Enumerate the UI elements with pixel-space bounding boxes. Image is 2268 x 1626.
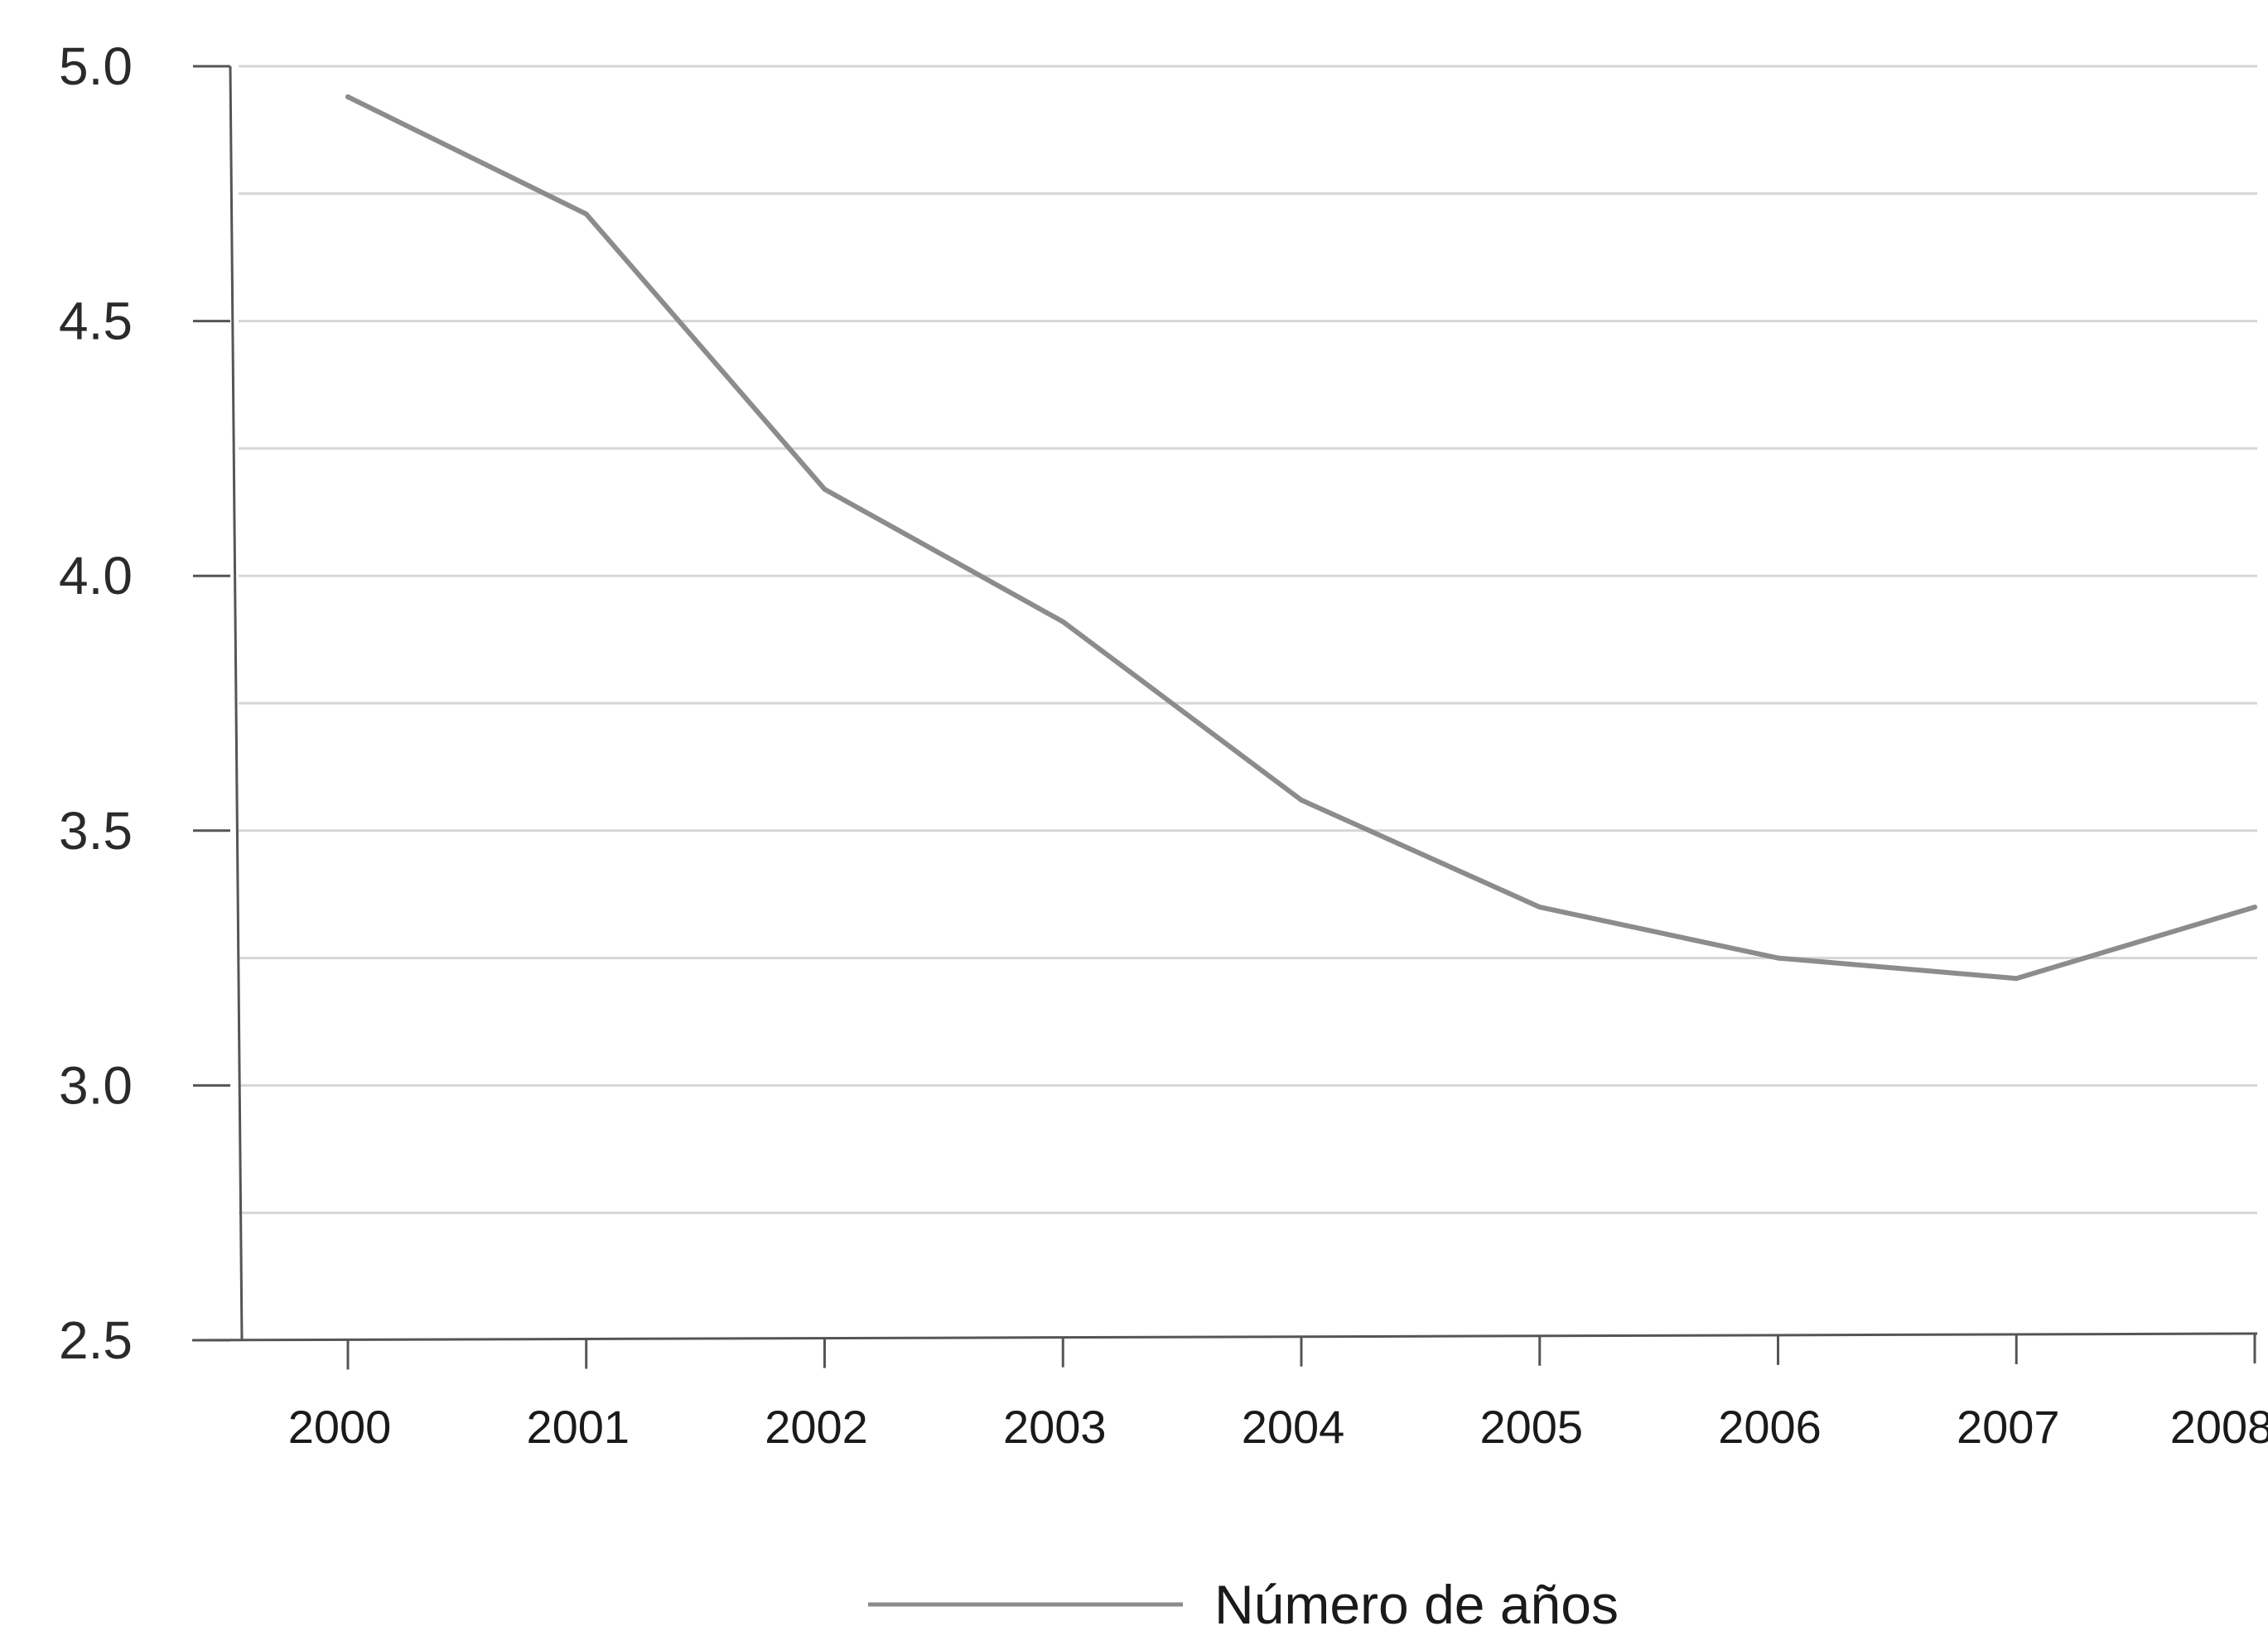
y-tick-label: 4.5 [59, 292, 133, 351]
x-tick-label: 2004 [1242, 1401, 1345, 1453]
gridlines [239, 65, 2257, 1214]
x-tick-label: 2005 [1479, 1401, 1583, 1453]
y-axis-line [229, 65, 244, 1341]
x-tick-label: 2003 [1003, 1401, 1107, 1453]
x-axis-line [191, 1332, 2258, 1342]
x-tick-label: 2006 [1718, 1401, 1822, 1453]
y-tick-label: 3.0 [59, 1055, 133, 1115]
data-point [2252, 905, 2257, 910]
x-tick-label: 2008 [2170, 1401, 2268, 1453]
legend: Número de años [868, 1574, 1619, 1626]
legend-label: Número de años [1214, 1574, 1619, 1626]
x-tick-label: 2002 [765, 1401, 868, 1453]
y-tick-label: 3.5 [59, 801, 133, 861]
x-axis-ticks: 2000 2001 2002 2003 2004 2005 2006 2007 2008 [288, 1334, 2268, 1453]
y-tick-label: 2.5 [59, 1310, 133, 1370]
y-tick-label: 5.0 [59, 36, 133, 96]
data-point [822, 486, 828, 492]
data-point [2014, 976, 2019, 982]
x-tick-label: 2000 [288, 1401, 392, 1453]
x-tick-label: 2001 [526, 1401, 630, 1453]
data-point [1775, 955, 1781, 961]
series-layer [345, 94, 2257, 982]
series-line [345, 94, 2257, 982]
data-point [1537, 905, 1542, 910]
axes [191, 65, 2258, 1342]
data-point [1299, 797, 1304, 803]
y-tick-label: 4.0 [59, 546, 133, 606]
x-tick-label: 2007 [1957, 1401, 2060, 1453]
data-point [583, 211, 589, 217]
data-point [1060, 619, 1066, 625]
y-axis-ticks: 5.0 4.5 4.0 3.5 3.0 2.5 [59, 36, 230, 1370]
data-point [345, 94, 350, 99]
